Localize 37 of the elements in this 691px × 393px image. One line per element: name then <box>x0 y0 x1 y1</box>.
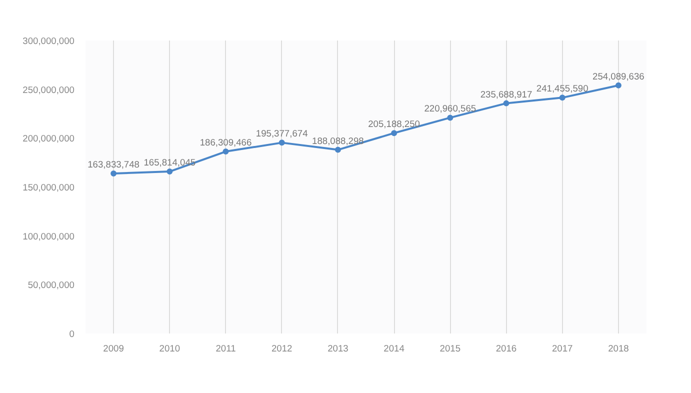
point <box>278 140 285 146</box>
data-label: 254,089,636 <box>592 71 644 82</box>
x-tick-label: 2009 <box>103 344 124 354</box>
x-tick-label: 2015 <box>440 344 461 354</box>
point <box>559 94 566 101</box>
point <box>222 148 229 155</box>
y-tick-label: 300,000,000 <box>22 36 74 46</box>
point <box>503 100 510 106</box>
data-label: 195,377,674 <box>256 128 308 139</box>
x-tick-label: 2013 <box>328 344 348 354</box>
data-label: 188,088,298 <box>312 136 364 146</box>
x-tick-label: 2018 <box>608 344 629 354</box>
point <box>615 82 622 88</box>
x-tick-label: 2010 <box>159 344 180 354</box>
y-tick-label: 250,000,000 <box>22 84 74 95</box>
data-label: 205,188,250 <box>368 119 420 130</box>
data-label: 220,960,565 <box>424 104 476 114</box>
x-tick-label: 2012 <box>271 344 292 354</box>
y-tick-label: 100,000,000 <box>22 231 74 242</box>
data-label: 165,814,045 <box>144 158 196 168</box>
data-label: 163,833,748 <box>88 159 140 170</box>
y-tick-label: 200,000,000 <box>22 134 74 144</box>
point <box>110 170 117 176</box>
x-tick-label: 2016 <box>496 344 517 354</box>
x-tick-label: 2017 <box>552 344 573 354</box>
x-tick-label: 2011 <box>216 344 236 354</box>
point <box>166 168 173 175</box>
point <box>447 114 454 121</box>
point <box>391 130 398 136</box>
y-tick-label: 50,000,000 <box>28 280 74 290</box>
y-tick-label: 0 <box>69 329 75 339</box>
x-tick-label: 2014 <box>384 344 404 354</box>
point <box>334 146 341 153</box>
data-label: 241,455,590 <box>536 84 588 94</box>
data-label: 235,688,917 <box>480 89 532 100</box>
y-tick-label: 150,000,000 <box>22 182 74 192</box>
data-label: 186,309,466 <box>200 138 252 148</box>
